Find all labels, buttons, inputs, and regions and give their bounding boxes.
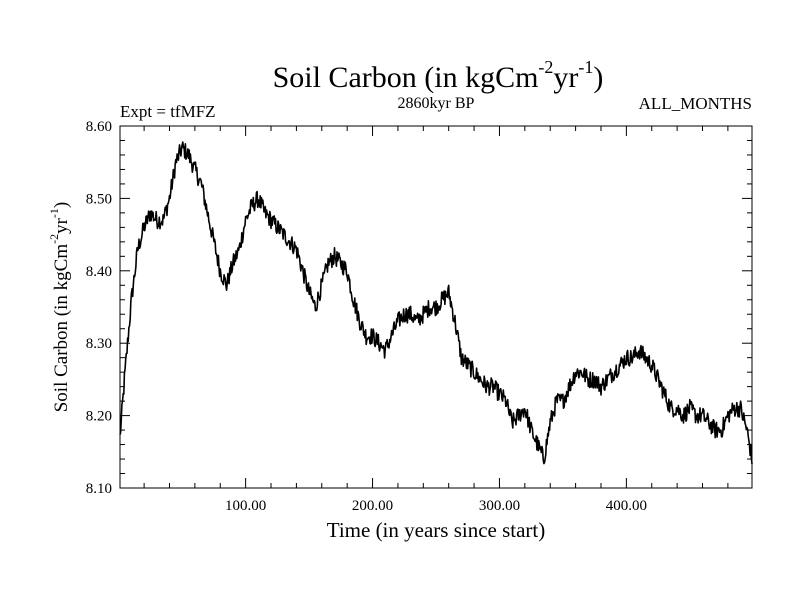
y-label-main: Soil Carbon (in kgCm [51, 244, 72, 413]
title-main: Soil Carbon (in kgCm [273, 61, 539, 94]
y-tick-label: 8.30 [86, 336, 112, 352]
title-mid: yr [553, 61, 578, 94]
series-group [119, 141, 753, 465]
x-axis-label: Time (in years since start) [327, 518, 546, 542]
y-axis-label: Soil Carbon (in kgCm-2yr-1) [47, 202, 72, 413]
plot-area-frame [119, 125, 753, 489]
y-tick-label: 8.10 [86, 481, 112, 497]
x-axis-ticks [143, 126, 729, 488]
x-axis-tick-labels: 100.00 200.00 300.00 400.00 [225, 498, 647, 514]
y-tick-label: 8.20 [86, 409, 112, 425]
period-label: 2860kyr BP [398, 95, 475, 112]
x-tick-label: 100.00 [225, 498, 266, 514]
y-axis-tick-labels: 8.10 8.20 8.30 8.40 8.50 8.60 [86, 119, 112, 497]
x-tick-label: 200.00 [352, 498, 393, 514]
months-label: ALL_MONTHS [639, 94, 752, 113]
y-tick-label: 8.60 [86, 119, 112, 135]
title-superscript-1: -2 [538, 57, 553, 77]
y-label-superscript-1: -2 [47, 234, 61, 244]
y-tick-label: 8.50 [86, 191, 112, 207]
title-end: ) [593, 61, 603, 94]
x-tick-label: 400.00 [606, 498, 647, 514]
y-label-end: ) [51, 202, 72, 208]
x-tick-label: 300.00 [479, 498, 520, 514]
y-label-superscript-2: -1 [47, 208, 61, 218]
y-label-mid: yr [51, 217, 72, 234]
y-tick-label: 8.40 [86, 264, 112, 280]
chart-title: Soil Carbon (in kgCm-2yr-1) [273, 57, 604, 94]
experiment-label: Expt = tfMFZ [120, 102, 216, 121]
series-line-soil-carbon [119, 141, 753, 465]
title-superscript-2: -1 [578, 57, 593, 77]
